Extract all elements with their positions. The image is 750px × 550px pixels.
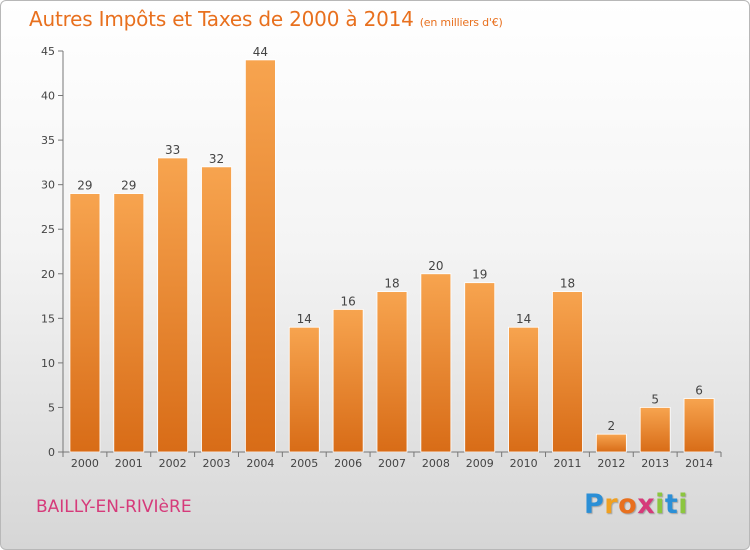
logo-letter: i <box>655 489 665 520</box>
y-tick-label: 15 <box>41 312 55 325</box>
bar-2012 <box>595 433 627 453</box>
x-tick-label: 2004 <box>246 457 274 470</box>
bar-2004 <box>244 59 276 453</box>
bars <box>69 59 715 453</box>
data-label-2005: 14 <box>297 312 312 326</box>
logo-letter: r <box>604 489 619 520</box>
commune-name: BAILLY-EN-RIVIèRE <box>36 497 192 517</box>
logo-letter: x <box>637 489 656 520</box>
x-tick-label: 2010 <box>510 457 538 470</box>
x-tick-label: 2000 <box>71 457 99 470</box>
bar-2013 <box>639 407 671 453</box>
bar-2011 <box>552 291 583 453</box>
y-tick-label: 10 <box>41 357 55 370</box>
proxiti-logo: Proxiti <box>584 489 688 520</box>
data-label-2003: 32 <box>209 152 224 166</box>
bar-2001 <box>113 193 145 453</box>
bar-2007 <box>376 291 408 453</box>
x-tick-label: 2007 <box>378 457 406 470</box>
bar-2003 <box>201 166 232 453</box>
y-tick-label: 40 <box>41 90 55 103</box>
logo-letter: o <box>618 489 638 520</box>
data-label-2012: 2 <box>608 419 616 433</box>
logo-letter: t <box>664 489 679 520</box>
data-label-2001: 29 <box>121 179 136 193</box>
y-tick-label: 45 <box>41 45 55 58</box>
bar-2005 <box>288 326 320 453</box>
y-axis: 0 5 10 15 20 25 30 35 40 45 <box>41 45 64 459</box>
bar-2014 <box>683 398 715 453</box>
x-tick-label: 2012 <box>597 457 625 470</box>
bar-2008 <box>420 273 452 453</box>
bar-2006 <box>332 309 364 453</box>
y-tick-label: 25 <box>41 223 55 236</box>
data-label-2002: 33 <box>165 143 180 157</box>
data-label-2000: 29 <box>77 179 92 193</box>
x-tick-label: 2011 <box>553 457 581 470</box>
chart-title: Autres Impôts et Taxes de 2000 à 2014 (en… <box>29 7 503 31</box>
x-tick-label: 2006 <box>334 457 362 470</box>
chart-subtitle: (en milliers d'€) <box>419 16 503 29</box>
y-tick-label: 35 <box>41 134 55 147</box>
x-tick-label: 2003 <box>203 457 231 470</box>
logo-letter: P <box>584 489 605 520</box>
x-tick-label: 2001 <box>115 457 143 470</box>
y-tick-label: 30 <box>41 179 55 192</box>
data-labels: 29 29 33 32 44 14 16 18 20 19 14 18 2 5 6 <box>77 45 703 433</box>
bar-2000 <box>69 193 101 453</box>
bar-2002 <box>157 157 189 453</box>
x-tick-label: 2008 <box>422 457 450 470</box>
data-label-2013: 5 <box>651 392 659 406</box>
y-tick-label: 5 <box>48 401 55 414</box>
x-tick-label: 2013 <box>641 457 669 470</box>
data-label-2008: 20 <box>428 259 443 273</box>
data-label-2010: 14 <box>516 312 531 326</box>
x-tick-label: 2002 <box>159 457 187 470</box>
logo-letter: i <box>678 489 689 520</box>
data-label-2006: 16 <box>340 294 355 308</box>
x-tick-label: 2009 <box>466 457 494 470</box>
chart-title-text: Autres Impôts et Taxes de 2000 à 2014 <box>29 7 414 31</box>
data-label-2011: 18 <box>560 277 575 291</box>
x-tick-label: 2005 <box>290 457 318 470</box>
x-axis: 2000 2001 2002 2003 2004 2005 2006 2007 2008 2009… <box>62 451 722 470</box>
data-label-2007: 18 <box>384 277 399 291</box>
y-tick-label: 20 <box>41 268 55 281</box>
x-tick-label: 2014 <box>685 457 713 470</box>
data-label-2014: 6 <box>695 384 703 398</box>
data-label-2004: 44 <box>253 45 268 59</box>
bar-2010 <box>508 326 540 453</box>
y-tick-label: 0 <box>48 446 55 459</box>
bar-2009 <box>464 282 496 453</box>
data-label-2009: 19 <box>472 268 487 282</box>
